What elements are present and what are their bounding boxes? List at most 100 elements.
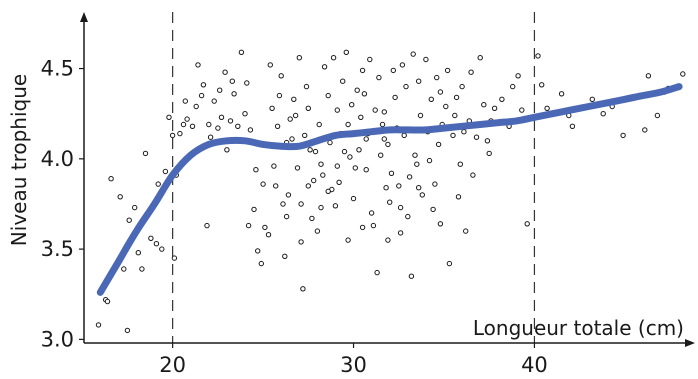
data-point bbox=[155, 181, 161, 187]
data-point bbox=[271, 163, 277, 169]
data-point bbox=[430, 206, 436, 213]
data-point bbox=[262, 224, 268, 231]
data-point bbox=[376, 74, 382, 81]
data-point bbox=[108, 176, 114, 182]
data-point bbox=[350, 195, 357, 202]
data-point bbox=[303, 83, 310, 90]
data-point bbox=[278, 73, 284, 79]
data-point bbox=[473, 134, 480, 140]
data-point bbox=[396, 183, 402, 189]
data-point bbox=[524, 221, 530, 227]
data-point bbox=[432, 181, 438, 187]
data-point bbox=[459, 83, 465, 90]
y-tick-label: 3.5 bbox=[41, 237, 74, 261]
data-point bbox=[330, 55, 337, 61]
x-axis-arrow bbox=[685, 339, 695, 347]
data-point bbox=[558, 91, 565, 97]
data-point bbox=[367, 56, 373, 63]
data-point bbox=[388, 170, 395, 177]
data-point bbox=[258, 260, 264, 267]
data-point bbox=[510, 83, 516, 90]
data-point bbox=[453, 94, 460, 101]
data-point bbox=[334, 163, 340, 169]
data-point bbox=[426, 157, 433, 164]
data-point bbox=[291, 96, 297, 103]
data-point bbox=[126, 217, 132, 223]
data-point bbox=[334, 107, 340, 113]
x-tick-label: 30 bbox=[340, 353, 367, 377]
data-point bbox=[280, 201, 286, 207]
data-point bbox=[481, 102, 487, 108]
data-point bbox=[378, 152, 384, 158]
data-point bbox=[354, 87, 360, 93]
data-point bbox=[535, 53, 541, 59]
data-point bbox=[363, 136, 369, 142]
data-point bbox=[450, 132, 456, 139]
data-point bbox=[195, 62, 201, 68]
y-axis-arrow bbox=[80, 12, 88, 22]
data-point bbox=[336, 179, 342, 186]
data-point bbox=[139, 266, 145, 272]
data-point bbox=[406, 174, 413, 180]
data-point bbox=[325, 188, 331, 195]
data-point bbox=[273, 183, 279, 189]
data-point bbox=[444, 67, 451, 74]
data-point bbox=[218, 114, 225, 121]
data-point bbox=[356, 147, 362, 153]
data-point bbox=[620, 132, 626, 139]
data-point bbox=[385, 237, 391, 243]
axes bbox=[80, 12, 695, 347]
data-point bbox=[412, 152, 418, 158]
data-point bbox=[349, 102, 355, 108]
data-point bbox=[392, 94, 398, 101]
data-point bbox=[292, 112, 299, 119]
data-point bbox=[416, 185, 422, 191]
data-point bbox=[229, 78, 236, 84]
y-tick-label: 4.5 bbox=[41, 57, 74, 81]
data-point bbox=[457, 161, 463, 167]
data-point bbox=[166, 114, 172, 121]
data-point bbox=[401, 132, 407, 139]
data-point bbox=[287, 116, 293, 122]
data-point bbox=[269, 105, 275, 112]
data-point bbox=[316, 121, 322, 128]
data-point bbox=[235, 123, 241, 130]
data-point bbox=[124, 327, 131, 334]
data-point bbox=[486, 150, 492, 157]
data-point bbox=[318, 204, 324, 211]
data-point bbox=[645, 73, 652, 79]
data-point bbox=[217, 87, 223, 93]
data-point bbox=[321, 64, 328, 70]
data-point bbox=[207, 134, 214, 140]
data-point bbox=[372, 107, 378, 113]
trend-line bbox=[96, 83, 683, 296]
data-point bbox=[569, 123, 576, 130]
data-point bbox=[410, 51, 416, 57]
x-axis-title: Longueur totale (cm) bbox=[473, 316, 684, 340]
data-point bbox=[162, 168, 169, 175]
data-point bbox=[222, 69, 228, 75]
data-point bbox=[289, 136, 295, 142]
data-point bbox=[381, 109, 387, 115]
data-point bbox=[251, 206, 257, 213]
data-point bbox=[312, 148, 319, 155]
data-point bbox=[300, 286, 306, 292]
data-point bbox=[247, 127, 254, 133]
data-point bbox=[363, 167, 369, 173]
reference-lines bbox=[172, 12, 536, 343]
data-point bbox=[435, 141, 442, 148]
data-point bbox=[519, 107, 525, 113]
data-point bbox=[238, 49, 245, 55]
data-point bbox=[345, 237, 351, 243]
data-point bbox=[282, 253, 288, 259]
data-point bbox=[171, 255, 178, 261]
data-point bbox=[296, 55, 302, 61]
data-point bbox=[153, 241, 160, 247]
data-point bbox=[182, 98, 189, 104]
data-point bbox=[244, 80, 250, 86]
data-point bbox=[302, 132, 308, 139]
data-point bbox=[227, 118, 234, 124]
data-point bbox=[267, 62, 273, 68]
data-point bbox=[204, 222, 210, 229]
data-point bbox=[245, 222, 252, 229]
